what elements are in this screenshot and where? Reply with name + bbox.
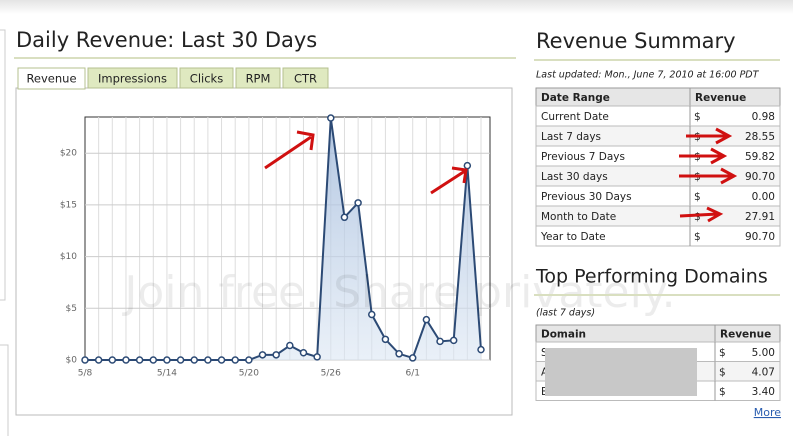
point: [135, 356, 144, 364]
tab-label[interactable]: Impressions: [98, 72, 167, 86]
currency: $: [719, 347, 726, 359]
row-label: Year to Date: [540, 231, 606, 243]
tab-label[interactable]: Clicks: [190, 72, 223, 86]
y-tick-label: $10: [60, 252, 77, 262]
currency: $: [694, 211, 701, 223]
column-header: Domain: [541, 329, 586, 341]
point: [299, 349, 308, 357]
currency: $: [694, 111, 701, 123]
point: [422, 315, 431, 324]
point: [449, 336, 458, 345]
row-label: Current Date: [541, 111, 609, 123]
point: [313, 353, 321, 361]
summary-table: Date Range Revenue Current Date $0.98 Last 7…: [535, 87, 781, 247]
point: [94, 356, 103, 364]
point: [204, 356, 212, 364]
y-tick-label: $20: [60, 149, 77, 159]
point: [149, 356, 158, 364]
row-label: Previous 7 Days: [541, 151, 625, 163]
point: [122, 356, 130, 364]
point: [327, 114, 335, 122]
point: [463, 161, 472, 170]
x-tick-label: 5/26: [321, 369, 341, 379]
row-value: 3.40: [752, 386, 775, 398]
point: [258, 351, 267, 359]
point: [217, 356, 226, 364]
column-header: Date Range: [541, 92, 610, 104]
point: [395, 350, 403, 358]
point: [108, 356, 117, 364]
annotation-arrow: [679, 127, 738, 223]
more-link[interactable]: More: [754, 406, 782, 419]
summary-title: Revenue Summary: [536, 29, 736, 53]
x-tick-label: 5/14: [157, 369, 177, 379]
point: [381, 335, 390, 344]
annotation-arrow: [264, 130, 315, 170]
row-label: Previous 30 Days: [541, 191, 632, 203]
side-panel-edge: [0, 29, 9, 436]
point: [245, 356, 253, 364]
last-updated: Last updated: Mon., June 7, 2010 at 16:0…: [536, 70, 760, 81]
row-value: 90.70: [745, 231, 775, 243]
domains-title: Top Performing Domains: [535, 266, 768, 288]
x-tick-label: 5/8: [78, 369, 93, 379]
tabs: Revenue Impressions Clicks RPM CTR: [17, 67, 329, 90]
point: [286, 341, 294, 350]
point: [163, 356, 171, 364]
tab[interactable]: [17, 67, 86, 90]
domains-subtitle: (last 7 days): [536, 308, 595, 319]
row-label: Last 30 days: [541, 171, 608, 183]
point: [408, 354, 417, 362]
tab[interactable]: [235, 67, 281, 89]
point: [354, 199, 362, 207]
row-value: 28.55: [745, 131, 775, 143]
point: [272, 351, 280, 359]
row-value: 0.98: [752, 111, 775, 123]
row-value: 5.00: [752, 347, 775, 359]
tab-label[interactable]: Revenue: [26, 72, 76, 86]
point: [81, 356, 89, 364]
tab[interactable]: [87, 67, 178, 89]
tab-label[interactable]: CTR: [294, 72, 317, 86]
point: [176, 356, 185, 364]
point: [477, 345, 485, 354]
row-label: S: [541, 347, 548, 359]
chart: $0 $5 $10 $15 $20 5/8 5/14 5/20 5/26 6/1: [60, 114, 491, 379]
currency: $: [694, 231, 701, 243]
point: [436, 337, 444, 346]
watermark: Join free. Share privately.: [121, 267, 675, 318]
annotation-arrow: [430, 166, 468, 195]
row-value: 59.82: [745, 151, 775, 163]
y-tick-label: $0: [66, 356, 78, 366]
currency: $: [694, 191, 701, 203]
currency: $: [719, 366, 726, 378]
row-value: 0.00: [752, 191, 775, 203]
row-value: 90.70: [745, 171, 775, 183]
x-tick-label: 6/1: [405, 369, 419, 379]
point: [368, 310, 376, 319]
tab-label[interactable]: RPM: [246, 72, 271, 86]
row-value: 27.91: [745, 211, 775, 223]
point: [340, 213, 349, 222]
x-tick-label: 5/20: [239, 369, 259, 379]
y-tick-label: $5: [66, 304, 77, 314]
table-row: [535, 225, 781, 247]
panel-title: Daily Revenue: Last 30 Days: [16, 28, 317, 52]
row-value: 4.07: [752, 366, 775, 378]
top-strip: [0, 0, 793, 14]
tab[interactable]: [179, 67, 234, 89]
column-header: Revenue: [695, 92, 746, 104]
point: [231, 356, 239, 364]
row-label: Month to Date: [541, 211, 616, 223]
y-tick-label: $15: [60, 200, 77, 210]
point: [190, 356, 198, 364]
tab[interactable]: [282, 67, 329, 89]
currency: $: [719, 386, 726, 398]
row-label: Last 7 days: [541, 131, 601, 143]
redaction: [545, 348, 697, 396]
column-header: Revenue: [720, 329, 771, 341]
